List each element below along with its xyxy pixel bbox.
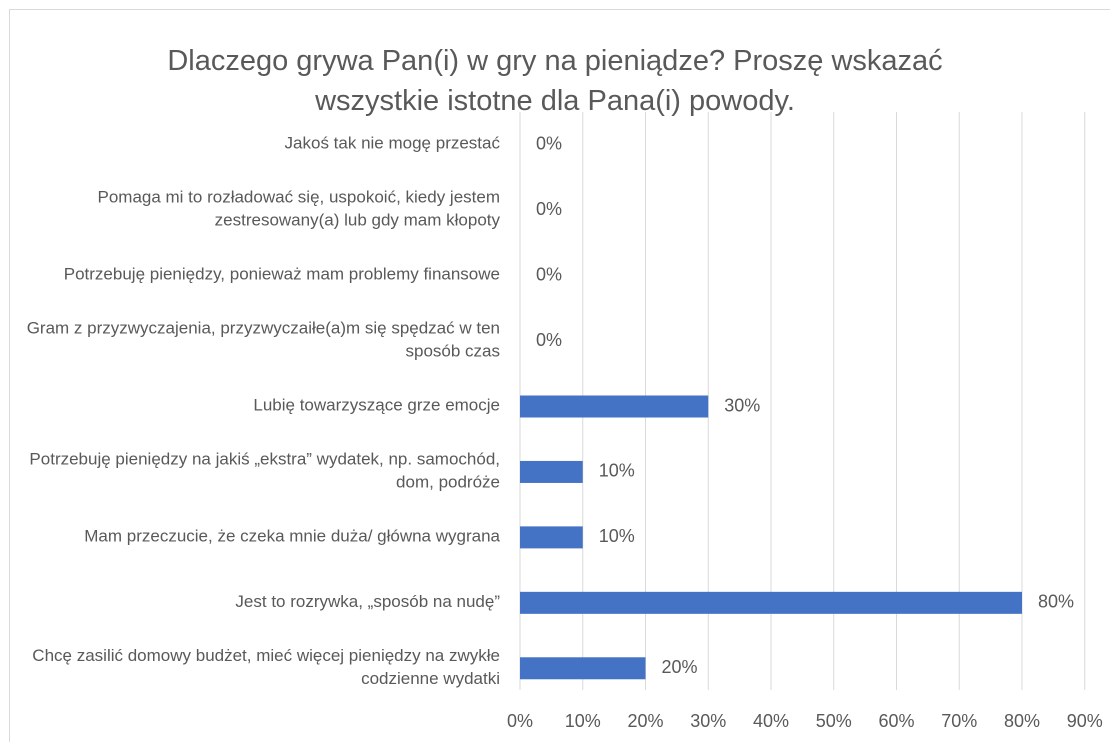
y-tick-label: Jest to rozrywka, „sposób na nudę”: [235, 592, 500, 611]
data-label: 0%: [536, 264, 562, 284]
x-tick-label: 30%: [690, 711, 726, 731]
x-tick-label: 10%: [565, 711, 601, 731]
y-tick-label: Gram z przyzwyczajenia, przyzwyczaiłe(a)…: [27, 319, 500, 361]
y-tick-label: Jakoś tak nie mogę przestać: [285, 134, 501, 153]
bar: [520, 460, 583, 483]
x-tick-label: 50%: [816, 711, 852, 731]
y-tick-label: Chcę zasilić domowy budżet, mieć więcej …: [32, 646, 500, 688]
x-tick-label: 40%: [753, 711, 789, 731]
bar: [520, 591, 1022, 614]
x-tick-label: 60%: [878, 711, 914, 731]
data-label: 80%: [1038, 592, 1074, 612]
data-label: 20%: [662, 657, 698, 677]
data-label: 0%: [536, 199, 562, 219]
x-tick-label: 70%: [941, 711, 977, 731]
bar: [520, 526, 583, 549]
data-label: 10%: [599, 461, 635, 481]
bar: [520, 395, 709, 418]
x-tick-label: 80%: [1004, 711, 1040, 731]
y-tick-label: Mam przeczucie, że czeka mnie duża/ głów…: [84, 527, 500, 546]
chart-border: [9, 9, 1110, 742]
y-tick-label: Pomaga mi to rozładować się, uspokoić, k…: [97, 188, 500, 230]
data-label: 0%: [536, 133, 562, 153]
data-label: 10%: [599, 526, 635, 546]
chart-title: Dlaczego grywa Pan(i) w gry na pieniądze…: [167, 45, 942, 117]
data-label: 0%: [536, 330, 562, 350]
y-tick-label: Potrzebuję pieniędzy, ponieważ mam probl…: [64, 265, 500, 284]
x-tick-label: 0%: [507, 711, 533, 731]
bar: [520, 657, 646, 680]
x-tick-label: 20%: [627, 711, 663, 731]
data-label: 30%: [724, 395, 760, 415]
x-tick-label: 90%: [1067, 711, 1103, 731]
y-tick-label: Lubię towarzyszące grze emocje: [253, 396, 500, 415]
y-tick-label: Potrzebuję pieniędzy na jakiś „ekstra” w…: [29, 450, 500, 492]
